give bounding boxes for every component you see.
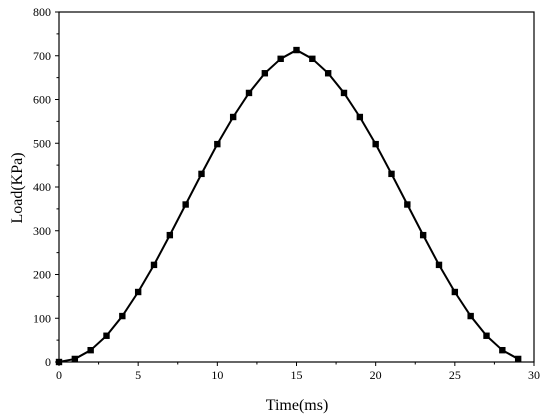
x-tick-label: 30 [528,368,540,382]
data-point [435,261,443,269]
data-point [293,46,300,54]
y-tick-label: 500 [33,136,51,150]
y-axis-ticks: 0 100 200 300 400 500 600 700 800 [33,5,59,369]
data-point [419,231,427,239]
y-tick-label: 700 [33,49,51,63]
data-point [467,312,474,320]
data-point [103,332,110,339]
series-line [58,49,519,363]
x-axis-ticks: 0 5 10 15 20 25 30 [56,362,540,382]
data-point [404,201,411,208]
data-point [324,70,332,77]
x-tick-label: 20 [370,368,382,382]
data-point [514,355,522,363]
data-point [356,113,364,121]
y-tick-label: 100 [33,311,51,325]
data-point [214,140,221,148]
data-point [87,346,94,354]
data-point [451,288,459,296]
data-point [483,332,490,339]
data-point [134,288,142,296]
x-tick-label: 0 [56,368,62,382]
data-point [372,140,379,148]
data-point [245,89,253,97]
data-point [340,89,348,97]
data-point [119,312,126,320]
y-tick-label: 300 [33,224,51,238]
data-point [277,55,284,63]
data-point [261,70,269,77]
data-point [309,55,316,63]
data-point [166,231,174,239]
x-axis-label: Time(ms) [266,397,329,414]
y-tick-label: 600 [33,93,51,107]
data-point [182,201,189,208]
y-tick-label: 0 [45,355,51,369]
x-tick-label: 10 [211,368,223,382]
data-point [71,355,79,363]
x-tick-label: 5 [135,368,141,382]
y-tick-label: 200 [33,268,51,282]
data-point [198,170,205,178]
data-point [55,358,63,366]
x-tick-label: 25 [449,368,461,382]
x-tick-label: 15 [291,368,303,382]
y-tick-label: 400 [33,180,51,194]
data-point [388,170,395,178]
data-point [499,346,506,354]
y-axis-label: Load(KPa) [9,152,26,223]
series-layer [55,46,522,366]
data-point [229,113,237,121]
plot-frame [58,11,535,363]
data-point [150,261,158,269]
plot-border [58,11,535,363]
y-tick-label: 800 [33,5,51,19]
